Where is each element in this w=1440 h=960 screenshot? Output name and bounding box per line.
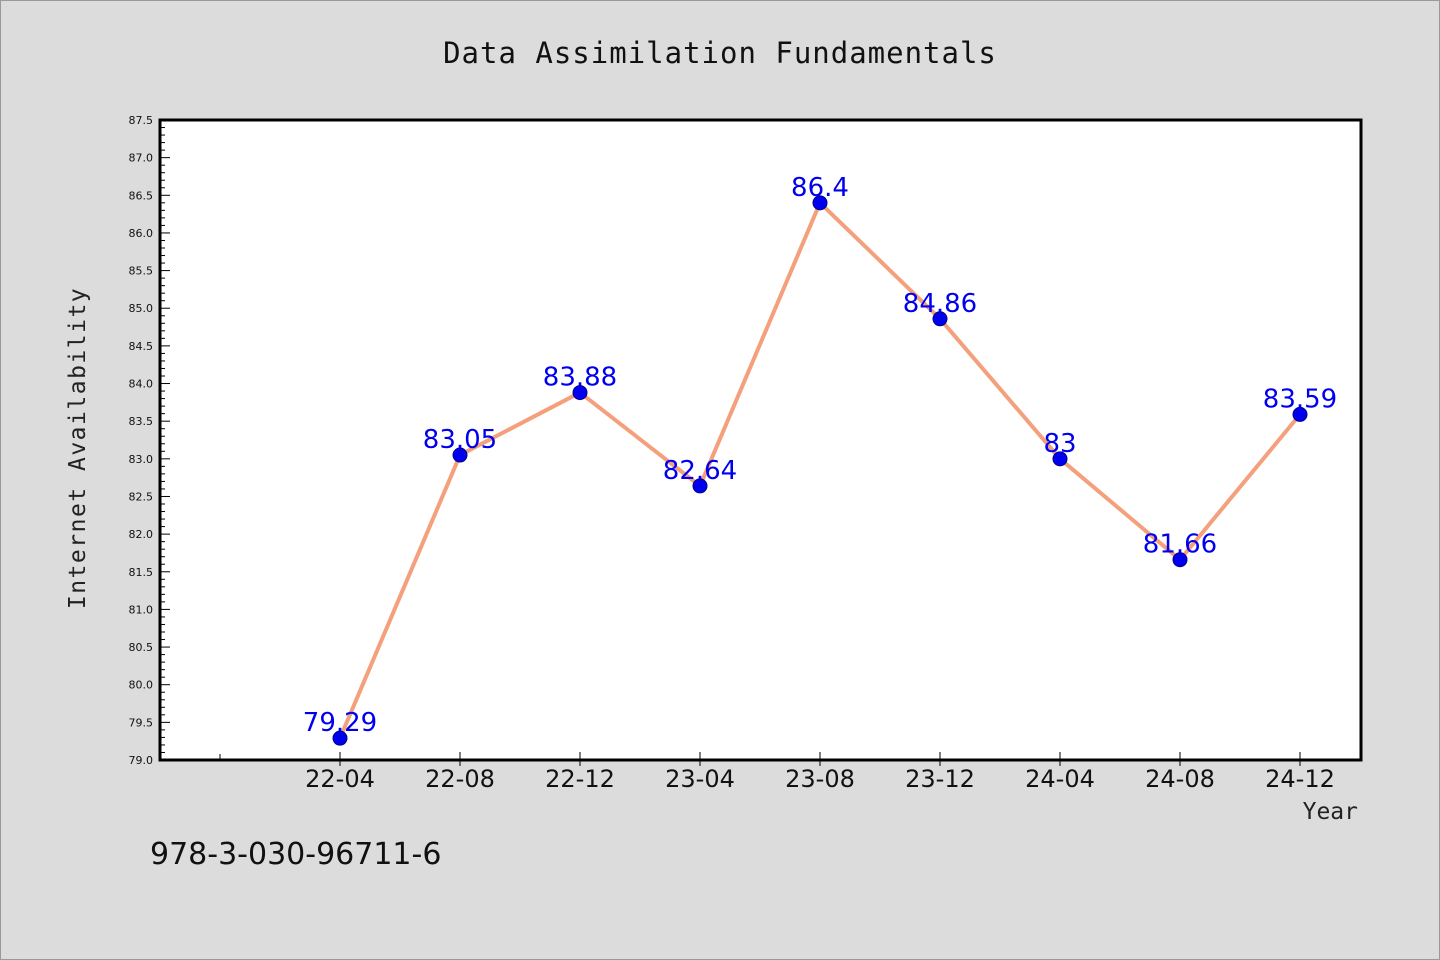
data-label: 86.4	[791, 173, 849, 203]
y-tick-label: 81.0	[129, 603, 154, 616]
data-label: 83.59	[1263, 384, 1337, 414]
x-tick-label: 23-04	[665, 765, 735, 793]
x-tick-label: 22-04	[305, 765, 375, 793]
data-label: 79.29	[303, 708, 377, 738]
series-line-group: 79.29 83.05 83.88 82.64 86.4 84.86 83 81.66 83.5…	[303, 173, 1337, 746]
y-tick-label: 79.5	[129, 716, 154, 729]
y-tick-label: 83.5	[129, 415, 154, 428]
y-tick-label: 84.5	[129, 340, 154, 353]
y-tick-label: 83.0	[129, 453, 154, 466]
data-label: 83	[1043, 429, 1076, 459]
x-axis: 22-04 22-08 22-12 23-04 23-08 23-12 24-04 24-08…	[219, 752, 1335, 793]
y-tick-label: 82.0	[129, 528, 154, 541]
y-tick-label: 86.0	[129, 227, 154, 240]
x-tick-label: 24-04	[1025, 765, 1095, 793]
y-tick-label: 82.5	[129, 490, 154, 503]
y-tick-label: 80.0	[129, 679, 154, 692]
data-point	[932, 311, 948, 327]
footnote-isbn: 978-3-030-96711-6	[150, 837, 441, 872]
y-axis: 79.0 79.5 80.0 80.5 81.0 81.5 82.0 82.5 83.0 83.5…	[129, 114, 170, 767]
data-label: 83.88	[543, 363, 617, 393]
x-axis-label: Year	[1303, 799, 1358, 825]
data-point	[812, 195, 828, 211]
y-tick-label: 87.0	[129, 152, 154, 165]
x-tick-label: 22-12	[545, 765, 615, 793]
y-tick-label: 85.0	[129, 302, 154, 315]
x-tick-label: 23-12	[905, 765, 975, 793]
x-tick-label: 24-08	[1145, 765, 1215, 793]
plot-area	[158, 118, 1363, 762]
y-tick-label: 79.0	[129, 754, 154, 767]
data-point	[332, 730, 348, 746]
y-tick-label: 85.5	[129, 265, 154, 278]
y-tick-label: 80.5	[129, 641, 154, 654]
data-point	[1052, 451, 1068, 467]
y-tick-label: 81.5	[129, 566, 154, 579]
y-axis-label: Internet Availability	[65, 287, 91, 609]
x-tick-label: 24-12	[1265, 765, 1335, 793]
data-label: 83.05	[423, 425, 497, 455]
data-point	[692, 478, 708, 494]
data-label: 84.86	[903, 289, 977, 319]
data-label: 81.66	[1143, 530, 1217, 560]
data-point	[1292, 406, 1308, 422]
y-tick-label: 86.5	[129, 189, 154, 202]
data-label: 82.64	[663, 456, 737, 486]
data-point	[452, 447, 468, 463]
data-point	[572, 385, 588, 401]
x-tick-label: 23-08	[785, 765, 855, 793]
y-tick-label: 84.0	[129, 378, 154, 391]
chart-title: Data Assimilation Fundamentals	[443, 36, 997, 70]
data-point	[1172, 552, 1188, 568]
y-tick-label: 87.5	[129, 114, 154, 127]
x-tick-label: 22-08	[425, 765, 495, 793]
